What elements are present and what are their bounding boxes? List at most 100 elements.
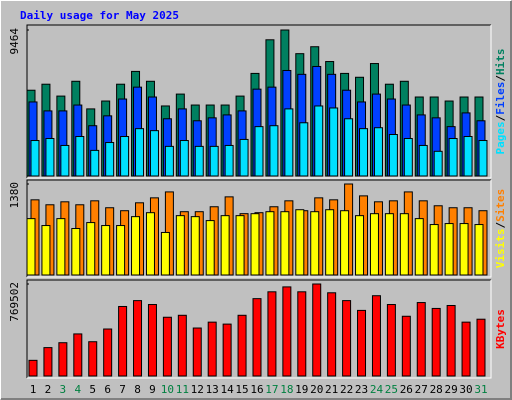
bar [71, 228, 81, 276]
bar [205, 220, 215, 276]
x-tick-label: 8 [134, 383, 141, 396]
x-tick-label: 14 [221, 383, 235, 396]
bar [56, 218, 66, 276]
bar [416, 302, 426, 377]
bar [369, 213, 379, 276]
bar [280, 211, 290, 276]
bar [463, 136, 473, 177]
x-tick-label: 13 [206, 383, 219, 396]
bar [162, 316, 172, 377]
x-tick-label: 5 [89, 383, 96, 396]
bar [295, 209, 305, 276]
chart-title: Daily usage for May 2025 [20, 9, 179, 22]
legend: Pages/Files/Hits [494, 49, 507, 155]
bar [145, 212, 155, 276]
bar [26, 218, 36, 276]
bar [164, 145, 174, 177]
bar [265, 211, 275, 276]
legend-entry: Visits [494, 229, 507, 269]
bar [461, 321, 471, 377]
y-tick-label: 1380 [8, 182, 21, 209]
bar [250, 213, 260, 276]
x-tick-label: 10 [161, 383, 174, 396]
legend: Visits/Sites [494, 189, 507, 269]
x-tick-label: 28 [430, 383, 443, 396]
x-tick-label: 20 [310, 383, 323, 396]
bar [269, 125, 279, 177]
legend-entry: Files [494, 82, 507, 115]
bar [118, 305, 128, 377]
bar [474, 224, 484, 276]
plot-border-light [27, 180, 492, 278]
bar [459, 223, 469, 276]
y-tick-label: 769502 [8, 282, 21, 322]
bar [357, 309, 367, 377]
bar [160, 231, 170, 276]
bar [90, 149, 100, 177]
bar [58, 342, 68, 377]
bar [175, 215, 185, 276]
bar [371, 295, 381, 377]
bar [444, 223, 454, 276]
bar [222, 323, 232, 377]
legend-separator: / [494, 75, 507, 82]
bar [88, 341, 98, 377]
bar [131, 216, 141, 276]
x-tick-label: 12 [191, 383, 204, 396]
x-tick-label: 25 [385, 383, 398, 396]
bar [149, 130, 159, 177]
x-tick-label: 4 [74, 383, 81, 396]
bar [384, 213, 394, 276]
bar [147, 304, 157, 377]
bar [429, 224, 439, 276]
bar [403, 138, 413, 177]
legend: KBytes [494, 309, 507, 349]
bar [120, 136, 130, 177]
bar [476, 318, 486, 377]
bar [325, 209, 335, 276]
bar [135, 128, 145, 177]
y-tick-label: 9464 [8, 28, 21, 55]
bar [239, 138, 249, 177]
bar [329, 107, 339, 177]
bar [254, 126, 264, 177]
x-tick-label: 19 [295, 383, 308, 396]
x-tick-label: 23 [355, 383, 368, 396]
legend-separator: / [494, 114, 507, 121]
bar [252, 298, 262, 377]
bar [388, 134, 398, 177]
x-tick-label: 24 [370, 383, 384, 396]
bar [41, 225, 51, 276]
x-tick-label: 31 [474, 383, 487, 396]
x-tick-label: 30 [459, 383, 472, 396]
x-tick-label: 3 [60, 383, 67, 396]
bar [133, 300, 143, 377]
bar [478, 140, 488, 177]
bar [299, 122, 309, 177]
bar [284, 108, 294, 177]
bar [105, 142, 115, 177]
bar [310, 211, 320, 276]
bar [103, 328, 113, 377]
bar [28, 359, 38, 377]
bar [190, 216, 200, 276]
plot-border-light [27, 25, 492, 179]
x-tick-label: 1 [30, 383, 37, 396]
x-tick-label: 26 [400, 383, 413, 396]
legend-entry: KBytes [494, 309, 507, 349]
bar [177, 314, 187, 377]
x-tick-label: 16 [250, 383, 263, 396]
x-tick-label: 9 [149, 383, 156, 396]
bar [220, 215, 230, 276]
bar [312, 283, 322, 377]
bar [355, 215, 365, 276]
bar [237, 314, 247, 377]
x-tick-label: 15 [235, 383, 248, 396]
bar [30, 140, 40, 177]
x-tick-label: 2 [45, 383, 52, 396]
x-tick-label: 6 [104, 383, 111, 396]
bar [401, 315, 411, 377]
bar [207, 321, 217, 377]
x-tick-label: 11 [176, 383, 189, 396]
